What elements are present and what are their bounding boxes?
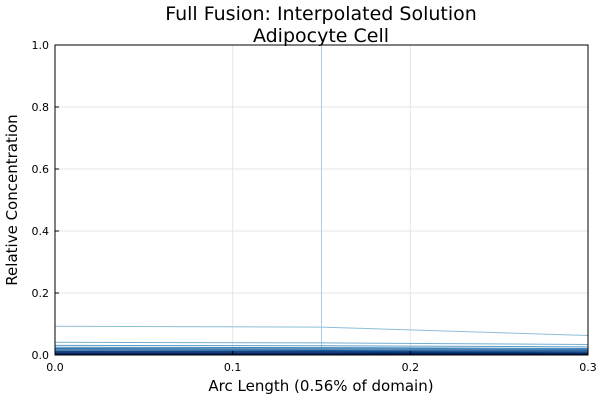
y-tick-label: 0.6 [32, 163, 50, 176]
chart-subtitle: Adipocyte Cell [253, 25, 389, 47]
series-line [54, 348, 589, 350]
axis-ticks: 0.0 0.1 0.2 0.3 0.0 0.2 0.4 0.6 0.8 1.0 [32, 39, 597, 374]
y-tick-label: 1.0 [32, 39, 50, 52]
y-axis-label: Relative Concentration [3, 114, 21, 285]
x-tick-label: 0.1 [224, 361, 242, 374]
y-tick-label: 0.0 [32, 349, 50, 362]
x-tick-label: 0.2 [402, 361, 420, 374]
x-tick-label: 0.3 [579, 361, 597, 374]
series-line [54, 341, 589, 345]
x-tick-label: 0.0 [46, 361, 64, 374]
x-axis-label: Arc Length (0.56% of domain) [208, 377, 433, 395]
chart-title: Full Fusion: Interpolated Solution [165, 3, 477, 25]
y-tick-label: 0.4 [32, 225, 50, 238]
series-line [54, 349, 589, 351]
y-tick-label: 0.8 [32, 101, 50, 114]
y-tick-label: 0.2 [32, 287, 50, 300]
series-line [54, 344, 589, 348]
series-lines [54, 45, 589, 356]
series-line [54, 325, 589, 336]
series-line [54, 346, 589, 349]
